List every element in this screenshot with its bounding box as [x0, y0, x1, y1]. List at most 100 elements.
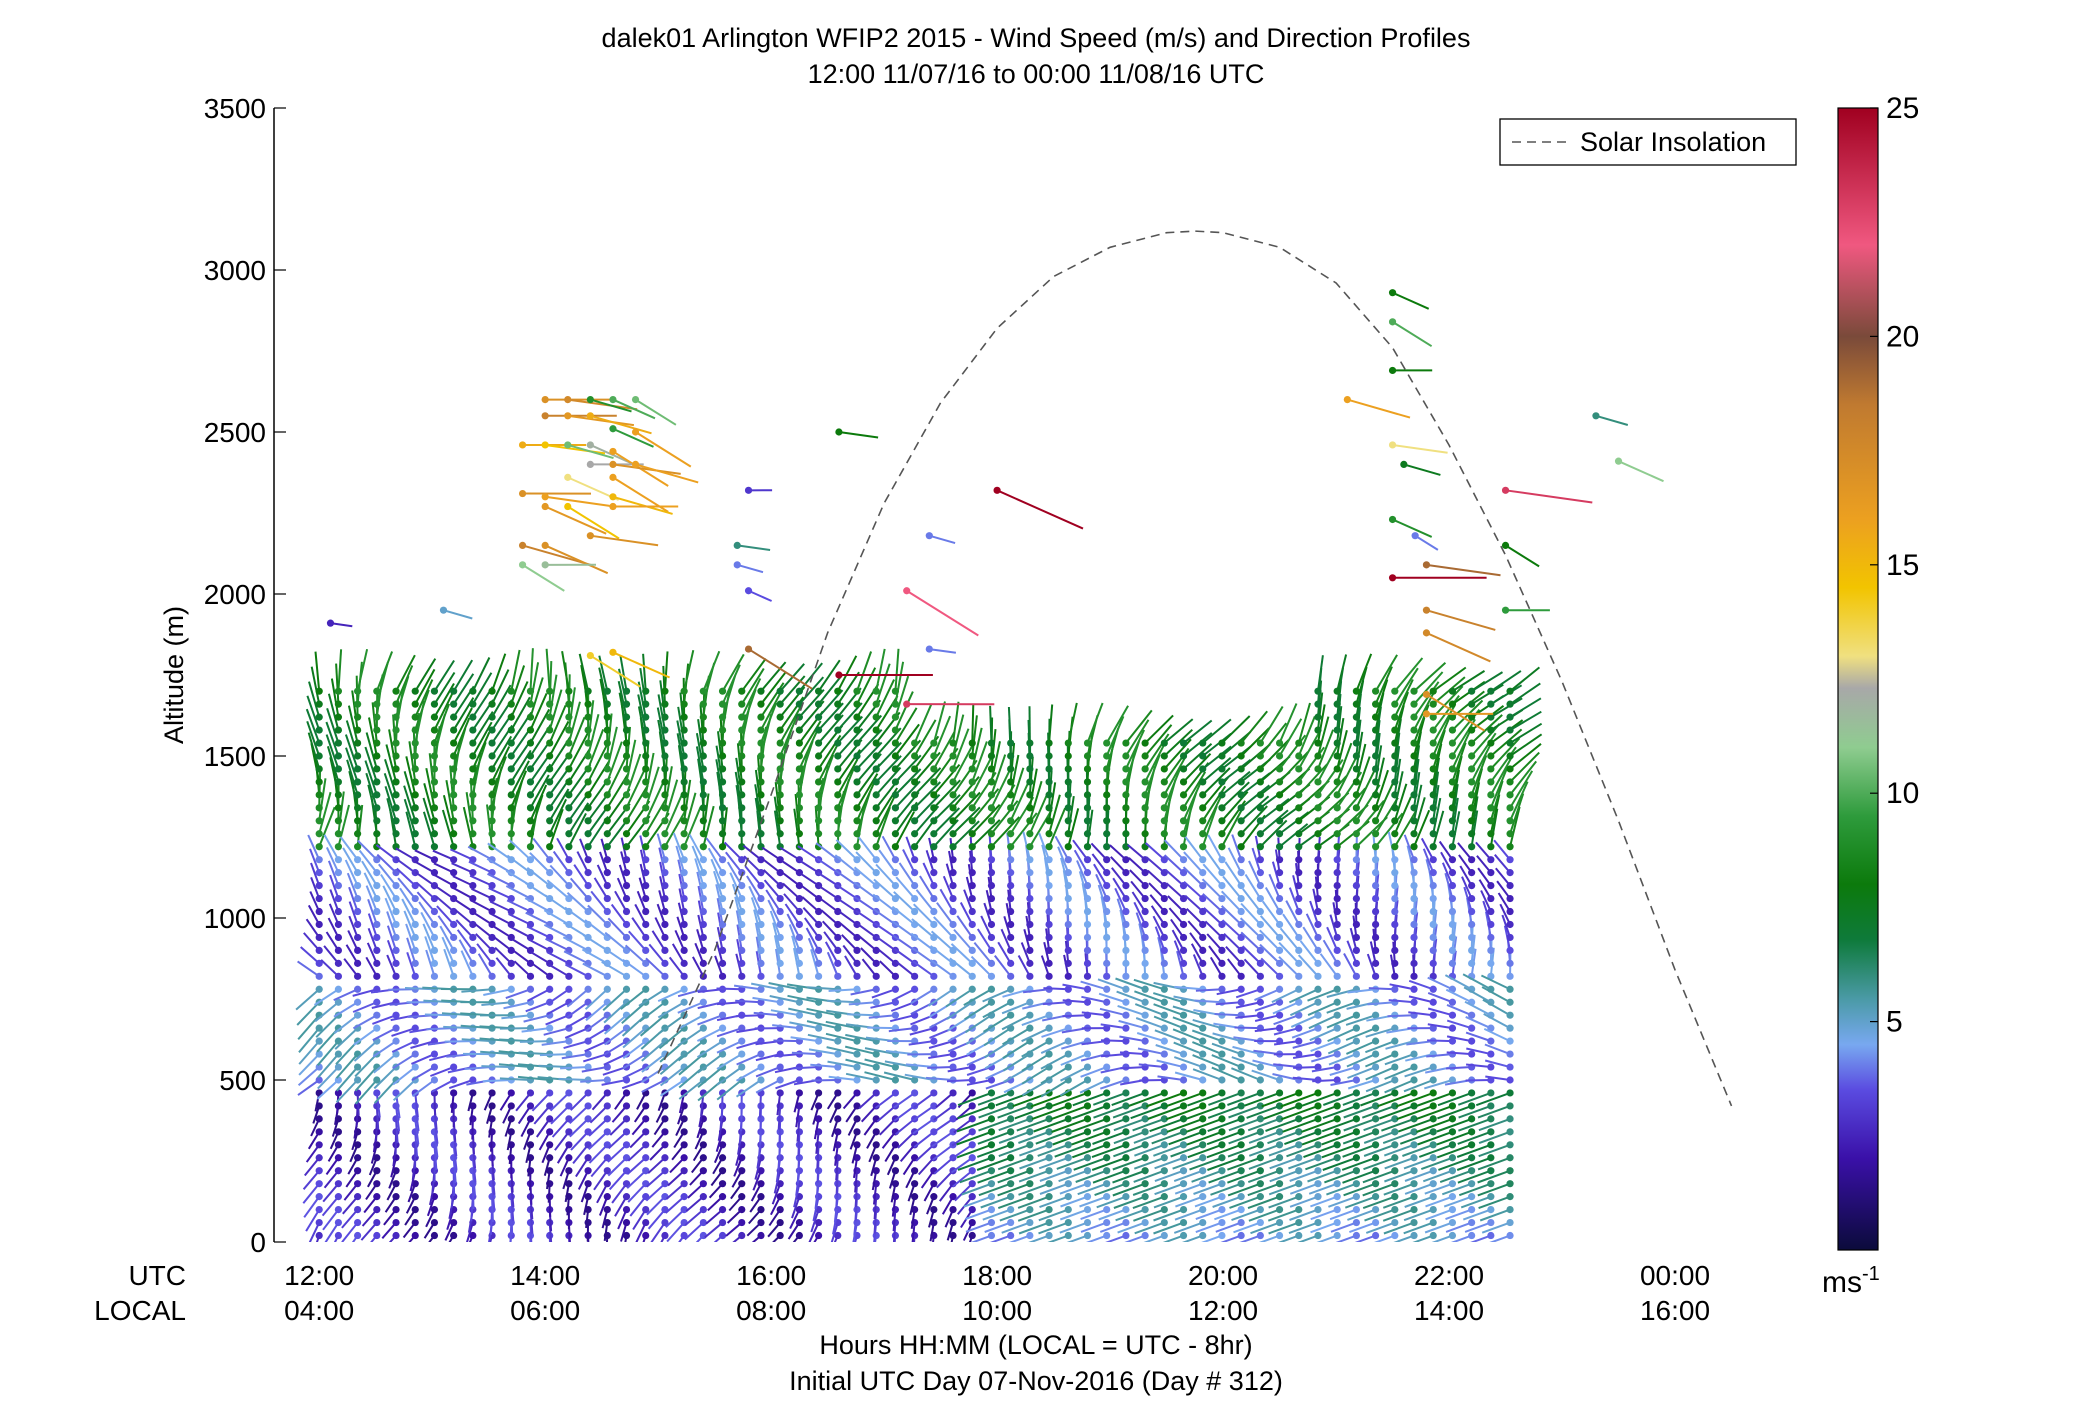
wind-barb	[368, 1154, 381, 1176]
wind-barb	[680, 767, 688, 812]
wind-barb	[642, 653, 650, 695]
wind-barb	[1207, 1102, 1245, 1119]
wind-barb	[308, 681, 323, 721]
wind-barb	[347, 705, 362, 747]
wind-barb	[565, 701, 581, 747]
wind-barb	[1363, 1128, 1399, 1144]
wind-barb	[525, 1141, 535, 1164]
legend-label: Solar Insolation	[1580, 127, 1766, 157]
wind-barb	[297, 1063, 323, 1086]
wind-barb	[1162, 1231, 1188, 1242]
x-tick-label-utc: 00:00	[1640, 1260, 1710, 1291]
wind-barb	[309, 891, 323, 916]
wind-barb	[495, 957, 515, 980]
wind-barb	[381, 1218, 400, 1239]
wind-barb	[618, 692, 631, 734]
wind-barb	[654, 917, 669, 942]
wind-barb	[1258, 1231, 1284, 1242]
wind-barb	[997, 1167, 1034, 1184]
wind-barb	[653, 1115, 669, 1136]
wind-barb	[411, 726, 419, 773]
wind-barb	[1191, 1029, 1226, 1045]
wind-barb	[1275, 703, 1298, 747]
wind-barb	[354, 1076, 381, 1105]
wind-barb	[614, 1193, 631, 1217]
wind-barb	[298, 1050, 323, 1076]
wind-barb	[622, 753, 642, 799]
wind-barb	[310, 862, 323, 890]
y-axis-label: Altitude (m)	[159, 606, 189, 744]
wind-barb	[323, 1167, 343, 1189]
wind-barb	[987, 705, 996, 747]
wind-barb	[529, 852, 554, 877]
wind-barb	[572, 1141, 592, 1165]
wind-barb	[546, 1167, 554, 1190]
wind-barb	[684, 1218, 707, 1241]
wind-barb	[488, 684, 512, 721]
wind-barb	[411, 668, 436, 708]
wind-barb	[334, 791, 345, 838]
wind-barb	[580, 1180, 592, 1203]
wind-barb	[684, 1206, 707, 1226]
wind-barb	[1207, 1115, 1245, 1133]
wind-barb	[481, 998, 515, 1006]
wind-barb	[488, 1115, 496, 1138]
wind-barb	[450, 1102, 458, 1128]
wind-barb	[656, 833, 669, 864]
wind-barb	[546, 705, 567, 747]
wind-barb	[1001, 998, 1034, 1015]
wind-barb	[642, 781, 665, 825]
wind-barb	[1199, 718, 1232, 747]
wind-barb	[656, 903, 669, 929]
wind-barb	[565, 674, 573, 721]
wind-barb	[609, 1115, 631, 1136]
wind-barb	[580, 1076, 611, 1084]
wind-barb	[1007, 706, 1015, 747]
wind-barb	[551, 1115, 573, 1138]
wind-barb	[705, 1206, 727, 1225]
wind-barb	[648, 943, 669, 967]
wind-barb	[679, 692, 688, 734]
wind-barb	[354, 1089, 362, 1116]
wind-barb	[467, 1089, 477, 1112]
upper-wind-barb	[1388, 366, 1433, 375]
wind-barb	[349, 1141, 362, 1163]
wind-barb	[1342, 1141, 1380, 1158]
wind-barb	[584, 700, 595, 747]
wind-barb	[549, 1089, 573, 1112]
wind-barb	[600, 838, 611, 864]
wind-barb	[327, 917, 343, 942]
wind-barb	[713, 1231, 727, 1242]
x-tick-label-local: 12:00	[1188, 1295, 1258, 1326]
wind-barb	[1478, 1128, 1514, 1145]
wind-barb	[354, 804, 364, 851]
wind-barb	[583, 1193, 592, 1216]
wind-barb	[708, 1180, 727, 1199]
wind-barb	[315, 778, 327, 825]
wind-barb	[324, 1218, 343, 1242]
wind-barb	[637, 706, 650, 747]
wind-barb	[596, 864, 611, 890]
wind-barb	[584, 1218, 592, 1242]
wind-barb	[505, 985, 535, 1000]
colorbar-tick-label: 15	[1886, 549, 1919, 582]
wind-barb	[688, 834, 707, 864]
upper-wind-barb	[586, 532, 659, 547]
wind-barb	[448, 1231, 458, 1242]
wind-barb	[1153, 1193, 1188, 1209]
wind-barb	[1412, 1231, 1437, 1242]
wind-barb	[1297, 1231, 1322, 1242]
wind-barb	[392, 665, 414, 708]
wind-barb	[425, 949, 439, 980]
wind-barb	[680, 649, 695, 695]
wind-barb	[598, 667, 611, 708]
wind-barb	[669, 1154, 688, 1174]
wind-barb	[430, 693, 454, 734]
wind-barb	[1208, 1089, 1245, 1106]
wind-barb	[365, 732, 381, 773]
wind-barb	[1506, 666, 1541, 695]
wind-barb	[997, 1180, 1034, 1197]
wind-barb	[661, 809, 687, 851]
wind-barb	[386, 939, 400, 967]
